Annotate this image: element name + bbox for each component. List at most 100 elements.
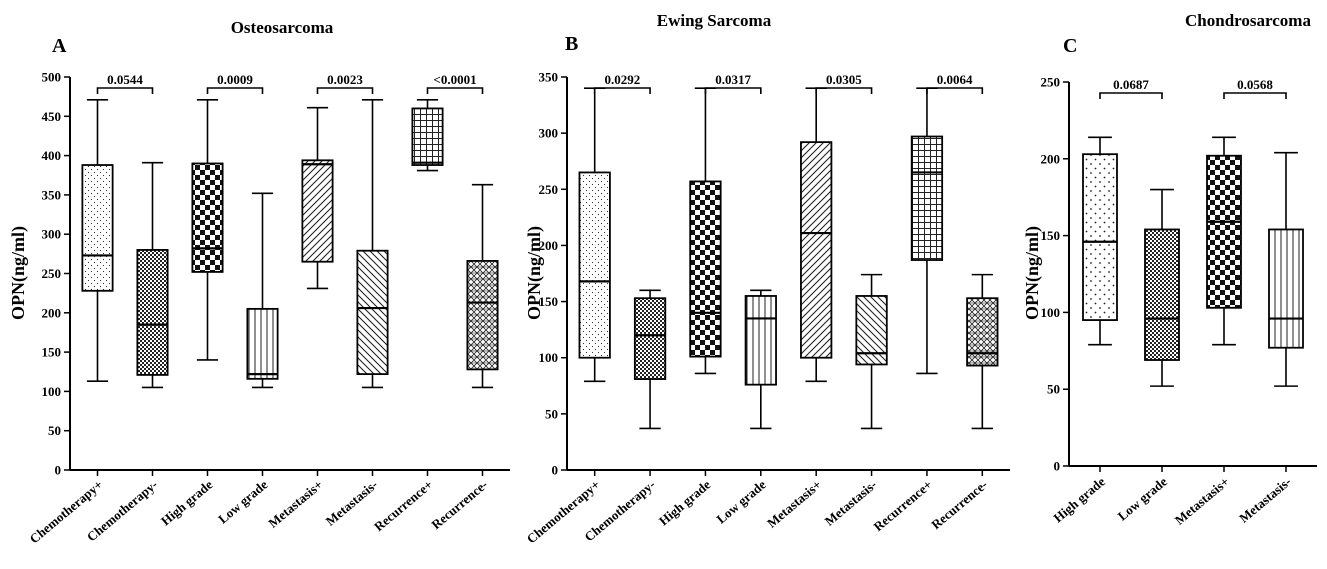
y-axis-label: OPN(ng/ml) (8, 226, 29, 320)
y-tick-label: 400 (42, 148, 62, 163)
box-iqr (246, 307, 279, 380)
x-tick-label: Metastasis+ (1172, 474, 1232, 528)
p-value-label: 0.0009 (217, 72, 253, 87)
box-low-grade (744, 289, 777, 430)
bracket-line (1099, 92, 1163, 99)
y-tick-label: 50 (545, 406, 558, 421)
y-tick-label: 500 (42, 70, 62, 85)
significance-bracket: 0.0292 (593, 72, 651, 94)
y-tick-label: 0 (1054, 459, 1061, 474)
y-tick-label: 250 (1041, 75, 1061, 90)
bracket-line (1223, 92, 1287, 99)
y-tick-label: 100 (42, 384, 62, 399)
panel-C: Chondrosarcoma C OPN(ng/ml) 0 50 100 150 200 250… (1022, 11, 1317, 528)
x-tick-label: Low grade (1115, 474, 1170, 524)
box-recurrence- (910, 87, 944, 375)
p-value-label: 0.0305 (826, 72, 862, 87)
box-high-grade (1082, 136, 1118, 346)
y-tick-label: 250 (539, 182, 559, 197)
bracket-line (593, 87, 651, 94)
box-chemotherapy- (81, 98, 114, 382)
significance-bracket: 0.0317 (704, 72, 762, 94)
panel-title: Osteosarcoma (231, 18, 334, 37)
x-tick-label: Recurrence+ (871, 477, 935, 534)
significance-bracket: <0.0001 (426, 72, 484, 94)
x-tick-label: Low grade (215, 477, 270, 527)
box-iqr (136, 249, 169, 376)
bracket-line (926, 87, 984, 94)
y-tick-label: 200 (539, 238, 559, 253)
p-value-label: 0.0023 (327, 72, 363, 87)
panel-label: A (52, 35, 67, 57)
box-chemotherapy- (633, 289, 667, 430)
y-tick-label: 100 (539, 350, 559, 365)
box-iqr (1082, 153, 1118, 321)
x-tick-label: Recurrence- (928, 477, 990, 532)
significance-bracket: 0.0009 (206, 72, 264, 94)
box-iqr (466, 260, 499, 371)
y-tick-label: 200 (1041, 151, 1061, 166)
p-value-label: 0.0064 (937, 72, 973, 87)
box-iqr (689, 180, 722, 358)
p-value-label: 0.0292 (605, 72, 641, 87)
bracket-line (426, 87, 484, 94)
box-metastasis- (800, 87, 833, 383)
box-iqr (411, 107, 444, 166)
x-tick-label: Recurrence+ (371, 477, 435, 534)
y-tick-label: 300 (42, 227, 62, 242)
box-iqr (1206, 154, 1242, 309)
y-tick-label: 350 (42, 187, 62, 202)
panel-label: C (1063, 35, 1077, 57)
x-tick-label: Metastasis- (1236, 474, 1294, 526)
box-iqr (81, 164, 114, 292)
x-tick-label: Recurrence- (428, 477, 490, 532)
bracket-line (96, 87, 154, 94)
y-tick-label: 250 (42, 266, 62, 281)
box-iqr (800, 141, 833, 359)
y-tick-label: 150 (539, 294, 559, 309)
box-high-grade (191, 98, 224, 361)
box-recurrence- (966, 273, 999, 430)
significance-bracket: 0.0687 (1099, 77, 1163, 99)
y-tick-label: 150 (42, 345, 62, 360)
box-iqr (633, 297, 667, 380)
y-tick-label: 450 (42, 109, 62, 124)
y-tick-label: 50 (48, 423, 61, 438)
x-tick-label: Metastasis+ (764, 477, 824, 531)
panel-B: Ewing Sarcoma B OPN(ng/ml) 0 50 100 150 200 250 3… (524, 11, 1010, 546)
box-metastasis- (356, 98, 389, 389)
box-metastasis- (1268, 151, 1304, 387)
significance-bracket: 0.0305 (815, 72, 873, 94)
y-tick-label: 0 (55, 463, 62, 478)
box-iqr (356, 249, 389, 376)
p-value-label: 0.0687 (1113, 77, 1149, 92)
y-tick-label: 100 (1041, 305, 1061, 320)
box-recurrence- (411, 98, 444, 172)
box-metastasis- (1206, 136, 1242, 346)
y-axis-label: OPN(ng/ml) (1022, 226, 1043, 320)
box-iqr (191, 162, 224, 273)
box-iqr (966, 297, 999, 367)
panel-A: Osteosarcoma A OPN(ng/ml) 0 50 100 150 200 250 30… (8, 18, 510, 546)
p-value-label: <0.0001 (433, 72, 476, 87)
y-tick-label: 300 (539, 126, 559, 141)
x-tick-label: High grade (158, 477, 216, 529)
box-chemotherapy- (578, 87, 611, 383)
panel-title: Chondrosarcoma (1185, 11, 1311, 30)
p-value-label: 0.0568 (1237, 77, 1273, 92)
significance-bracket: 0.0023 (316, 72, 374, 94)
box-iqr (1144, 228, 1180, 361)
box-iqr (910, 135, 944, 261)
x-tick-label: Metastasis+ (265, 477, 325, 531)
significance-bracket: 0.0544 (96, 72, 154, 94)
box-recurrence- (466, 183, 499, 389)
p-value-label: 0.0544 (107, 72, 143, 87)
bracket-line (815, 87, 873, 94)
box-low-grade (246, 192, 279, 389)
x-tick-label: High grade (656, 477, 714, 529)
box-iqr (744, 295, 777, 386)
y-tick-label: 150 (1041, 228, 1061, 243)
y-tick-label: 350 (539, 70, 559, 85)
significance-bracket: 0.0568 (1223, 77, 1287, 99)
